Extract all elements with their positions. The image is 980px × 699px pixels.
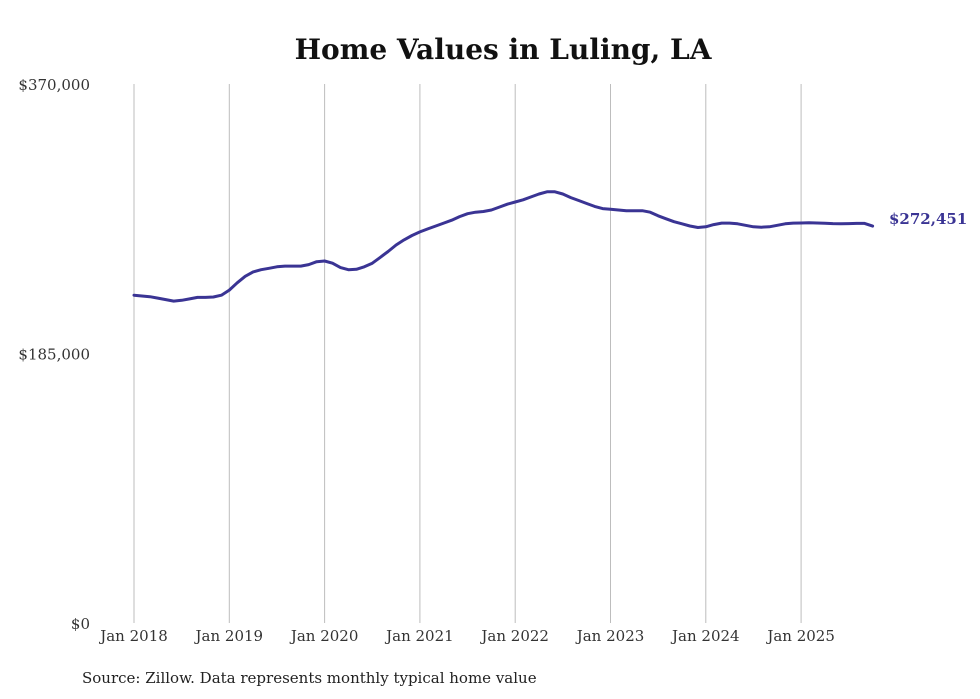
x-tick-label: Jan 2023 — [575, 627, 645, 645]
x-tick-label: Jan 2024 — [670, 627, 740, 645]
x-tick-label: Jan 2021 — [384, 627, 454, 645]
y-tick-label: $370,000 — [18, 76, 90, 94]
y-axis-ticks: $0 $185,000 $370,000 — [18, 76, 90, 633]
series-line — [132, 190, 875, 303]
end-value-label: $272,451 — [889, 210, 967, 228]
x-tick-label: Jan 2018 — [98, 627, 168, 645]
y-tick-label: $185,000 — [18, 346, 90, 364]
chart-title: Home Values in Luling, LA — [295, 33, 713, 66]
x-tick-label: Jan 2022 — [479, 627, 549, 645]
source-note: Source: Zillow. Data represents monthly … — [82, 669, 537, 687]
gridlines — [133, 84, 802, 623]
x-tick-label: Jan 2020 — [289, 627, 359, 645]
x-tick-label: Jan 2019 — [194, 627, 264, 645]
y-tick-label: $0 — [71, 615, 90, 633]
x-axis-ticks: Jan 2018 Jan 2019 Jan 2020 Jan 2021 Jan 2022… — [98, 627, 835, 645]
x-tick-label: Jan 2025 — [765, 627, 835, 645]
